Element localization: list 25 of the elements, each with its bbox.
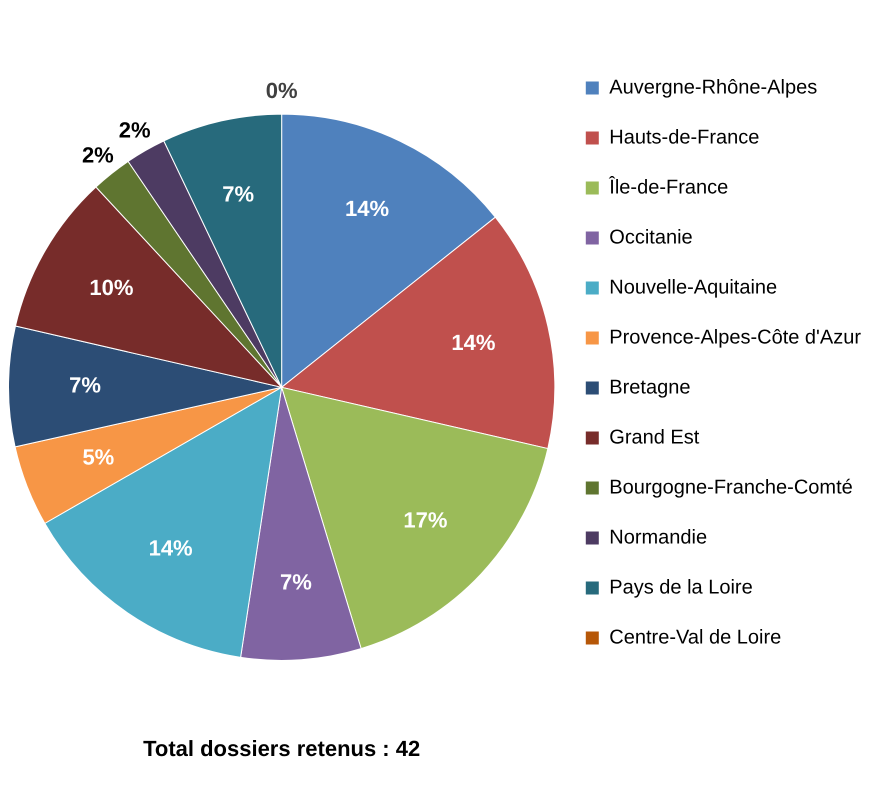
legend-label: Grand Est <box>609 426 700 449</box>
legend-label: Auvergne-Rhône-Alpes <box>609 76 818 99</box>
text: 0% <box>266 78 298 104</box>
data-label: 7% <box>69 372 101 398</box>
legend-label: Bourgogne-Franche-Comté <box>609 476 853 499</box>
data-label: 14% <box>451 330 496 355</box>
data-label: 10% <box>89 274 134 300</box>
legend-label: Nouvelle-Aquitaine <box>609 276 778 299</box>
data-label: 2% <box>118 117 151 142</box>
data-label: 14% <box>345 196 390 222</box>
data-label: 2% <box>82 142 114 168</box>
data-label: 14% <box>148 536 193 561</box>
data-label: 7% <box>222 182 254 207</box>
legend-label: Île-de-France <box>608 176 728 199</box>
legend-label: Provence-Alpes-Côte d'Azur <box>609 326 862 349</box>
data-label: 17% <box>403 508 448 533</box>
text: Total dossiers retenus : 42 <box>143 736 420 761</box>
data-label: 7% <box>280 570 312 595</box>
legend-label: Centre-Val de Loire <box>609 626 782 649</box>
legend-label: Hauts-de-France <box>609 126 760 149</box>
legend-label: Pays de la Loire <box>609 576 753 599</box>
legend-label: Bretagne <box>609 376 690 399</box>
legend-label: Normandie <box>609 526 708 549</box>
data-label: 5% <box>82 444 114 470</box>
legend-label: Occitanie <box>609 226 693 249</box>
